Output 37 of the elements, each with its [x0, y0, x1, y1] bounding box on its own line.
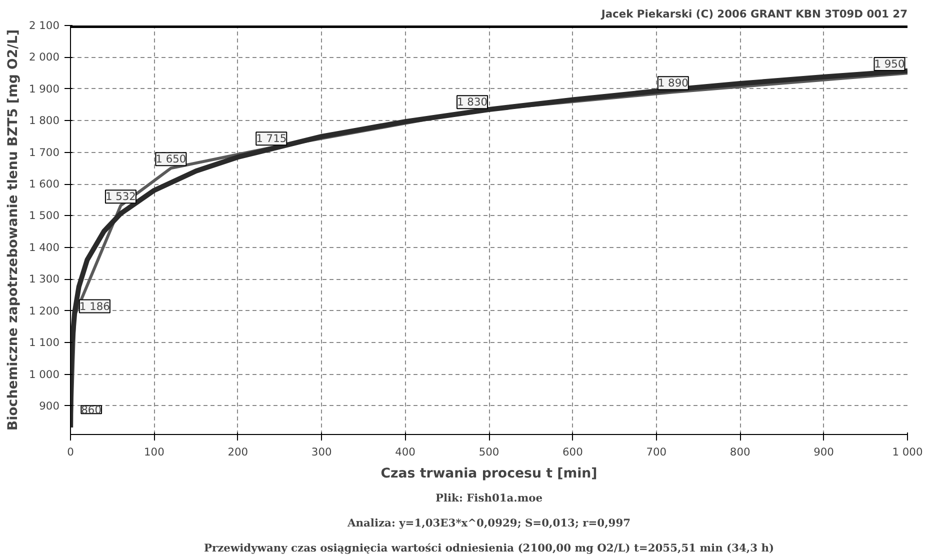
data-label: 1 890: [658, 76, 689, 90]
data-label: 1 950: [874, 58, 905, 71]
x-tick-label: 200: [228, 446, 248, 458]
x-tick-label: 400: [395, 446, 416, 458]
y-tick-label: 1 900: [28, 82, 60, 96]
y-tick-label: 2 100: [28, 19, 60, 32]
x-tick-label: 500: [478, 446, 500, 458]
x-tick-label: 0: [67, 446, 74, 458]
y-tick-label: 1 100: [28, 336, 60, 350]
text: Analiza: y=1,03E3*x^0,0929; S=0,013; r=0,997: [346, 516, 631, 530]
y-tick-label: 1 400: [28, 240, 60, 254]
x-tick-label: 600: [562, 446, 584, 458]
y-tick-label: 1 700: [28, 146, 60, 159]
x-tick-label: 300: [311, 446, 332, 458]
data-label: 1 186: [79, 300, 110, 313]
y-axis-title: Biochemiczne zapotrzebowanie tlenu BZT5 [mg O2/L]: [6, 29, 21, 431]
y-tick-label: 1 200: [28, 304, 60, 318]
data-label: 1 830: [457, 96, 488, 109]
y-tick-label: 1 000: [28, 368, 60, 381]
text: Przewidywany czas osiągnięcia wartości odniesienia (2100,00 mg O2/L) t=2055,51 min (34,3 h): [204, 542, 774, 554]
y-tick-label: 900: [39, 399, 60, 412]
x-tick-label: 700: [646, 446, 667, 458]
data-label: 1 715: [256, 132, 287, 146]
chart-title: Jacek Piekarski (C) 2006 GRANT KBN 3T09D 001 27: [600, 8, 908, 20]
y-tick-label: 1 500: [28, 209, 60, 222]
data-label: 1 532: [105, 190, 136, 204]
x-tick-label: 100: [144, 446, 165, 458]
y-tick-label: 1 300: [28, 272, 60, 286]
y-tick-label: 2 000: [28, 50, 60, 64]
x-tick-label: 900: [814, 446, 834, 458]
x-tick-label: 1 000: [892, 446, 923, 458]
x-axis-title: Czas trwania procesu t [min]: [380, 466, 598, 482]
y-tick-label: 1 600: [28, 178, 60, 191]
data-label: 1 650: [156, 152, 186, 166]
text: Plik: Fish01a.moe: [435, 492, 543, 504]
y-tick-label: 1 800: [28, 114, 60, 128]
x-tick-label: 800: [730, 446, 750, 458]
